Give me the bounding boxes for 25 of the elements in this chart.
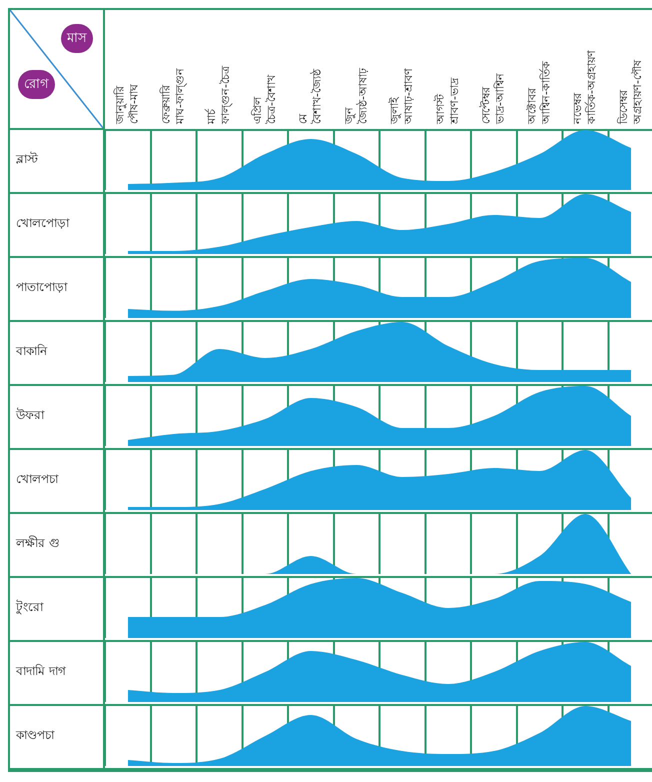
- x-tick-label: মার্চ ফাল্গুন-চৈত্র: [205, 65, 232, 125]
- y-axis-title: রোগ: [18, 70, 55, 99]
- x-tick-label: ডিসেম্বর অগ্রহায়ণ-পৌষ: [616, 59, 644, 125]
- x-tick-label: সেপ্টেম্বর ভাদ্র-আশ্বিন: [480, 73, 507, 125]
- text: কাণ্ডপচা: [10, 706, 103, 766]
- x-tick-label: অক্টোবর আশ্বিন-কার্তিক: [525, 61, 552, 125]
- text: পাতাপোড়া: [10, 258, 103, 318]
- x-tick-label: নভেম্বর কার্তিক-অগ্রহায়ণ: [571, 50, 598, 125]
- text: বাকানি: [10, 322, 103, 382]
- text: খোলপচা: [10, 450, 103, 510]
- text: লক্ষীর গু: [10, 514, 103, 574]
- text: টুংরো: [10, 578, 103, 638]
- x-tick-label: এপ্রিল চৈত্র-বৈশাখ: [250, 74, 278, 124]
- text: খোলপোড়া: [10, 194, 103, 254]
- x-tick-label: জানুয়ারি পৌষ-মাঘ: [114, 84, 141, 125]
- text: বাদামি দাগ: [10, 642, 103, 702]
- x-tick-label: মে বৈশাখ-জ্যৈষ্ঠ: [296, 68, 324, 124]
- text: ব্লাস্ট: [14, 150, 39, 168]
- x-tick-label: জুন জ্যৈষ্ঠ-আষাঢ়: [342, 67, 370, 125]
- text: উফরা: [10, 386, 103, 446]
- x-tick-label: ফেব্রুয়ারি মাঘ-ফাল্গুন: [159, 68, 186, 125]
- x-tick-label: আগস্ট শ্রাবণ-ভাদ্র: [434, 77, 461, 125]
- x-axis-title: মাস: [61, 24, 93, 53]
- header-corner: মাস রোগ: [10, 10, 103, 130]
- x-tick-label: জুলাই আষাঢ়-শ্রাবণ: [388, 68, 416, 125]
